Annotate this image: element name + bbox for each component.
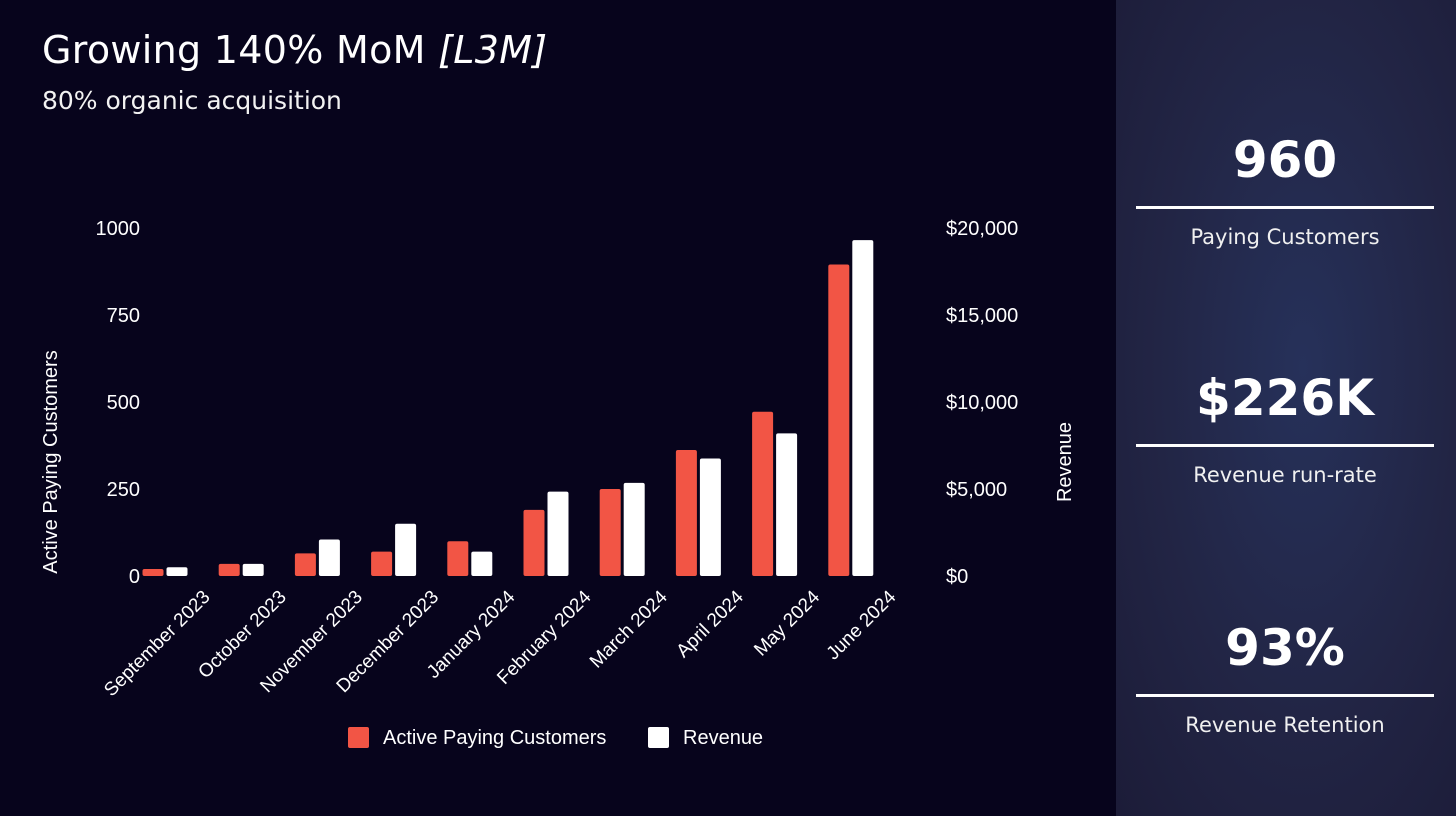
y-tick-label: 750 [107, 305, 140, 327]
bar-revenue [166, 567, 188, 576]
stat-value: 960 [1232, 131, 1338, 189]
stat-divider [1136, 694, 1434, 697]
x-tick-label: September 2023 [100, 587, 214, 701]
y-tick-label: 1000 [96, 218, 141, 240]
x-tick-label: May 2024 [750, 586, 824, 660]
y-axis-left: 0 250 500 750 1000 [96, 218, 141, 588]
legend-swatch-revenue [648, 727, 669, 748]
bar-revenue [623, 482, 645, 576]
title-main: Growing 140% MoM [42, 28, 439, 72]
bar-customers [142, 569, 164, 576]
bar-customers [675, 450, 697, 576]
stat-divider [1136, 444, 1434, 447]
y-tick-label: 0 [129, 566, 140, 588]
stat-divider [1136, 206, 1434, 209]
bar-revenue [776, 433, 798, 576]
legend-label-revenue: Revenue [683, 727, 763, 749]
stat-revenue-run-rate: $226K Revenue run-rate [1136, 368, 1434, 489]
page-title: Growing 140% MoM [L3M] [42, 28, 547, 72]
bar-customers [523, 509, 545, 576]
stat-revenue-retention: 93% Revenue Retention [1136, 618, 1434, 739]
title-period: [L3M] [438, 28, 548, 72]
bar-customers [599, 489, 621, 576]
stat-label: Revenue run-rate [1193, 463, 1377, 487]
y2-tick-label: $5,000 [946, 479, 1007, 501]
chart-panel [0, 0, 1116, 816]
y-tick-label: 500 [107, 392, 140, 414]
y-axis-right: $0 $5,000 $10,000 $15,000 $20,000 [946, 218, 1018, 588]
bar-customers [447, 541, 469, 576]
bar-revenue [318, 539, 340, 576]
page-subtitle: 80% organic acquisition [42, 86, 342, 115]
y2-tick-label: $20,000 [946, 218, 1018, 240]
bar-revenue [852, 240, 874, 576]
legend: Active Paying Customers Revenue [348, 727, 763, 749]
bar-revenue [471, 551, 493, 576]
bar-customers [218, 563, 240, 576]
bar-customers [371, 551, 393, 576]
stat-value: 93% [1225, 619, 1345, 677]
y-axis-right-label: Revenue [1054, 422, 1076, 502]
bar-customers [752, 411, 774, 576]
legend-swatch-customers [348, 727, 369, 748]
y-tick-label: 250 [107, 479, 140, 501]
bars [142, 240, 874, 576]
bar-revenue [395, 523, 417, 576]
y-axis-left-label: Active Paying Customers [40, 350, 62, 573]
bar-revenue [242, 563, 264, 576]
stat-value: $226K [1196, 369, 1374, 427]
x-tick-label: March 2024 [586, 586, 672, 672]
bar-revenue [699, 458, 721, 576]
bar-customers [294, 553, 316, 576]
bar-customers [828, 264, 850, 576]
y2-tick-label: $15,000 [946, 305, 1018, 327]
stat-paying-customers: 960 Paying Customers [1136, 130, 1434, 251]
x-tick-label: June 2024 [823, 586, 901, 664]
stats-sidebar: 960 Paying Customers $226K Revenue run-r… [1116, 0, 1456, 816]
legend-label-customers: Active Paying Customers [383, 727, 606, 749]
x-tick-label: April 2024 [673, 586, 749, 662]
stat-label: Revenue Retention [1185, 713, 1385, 737]
y2-tick-label: $0 [946, 566, 968, 588]
bar-revenue [547, 491, 569, 576]
combo-bar-chart: 0 250 500 750 1000 $0 $5,000 $10,000 $15,000 $20… [40, 218, 1076, 749]
stat-label: Paying Customers [1190, 225, 1380, 249]
y2-tick-label: $10,000 [946, 392, 1018, 414]
